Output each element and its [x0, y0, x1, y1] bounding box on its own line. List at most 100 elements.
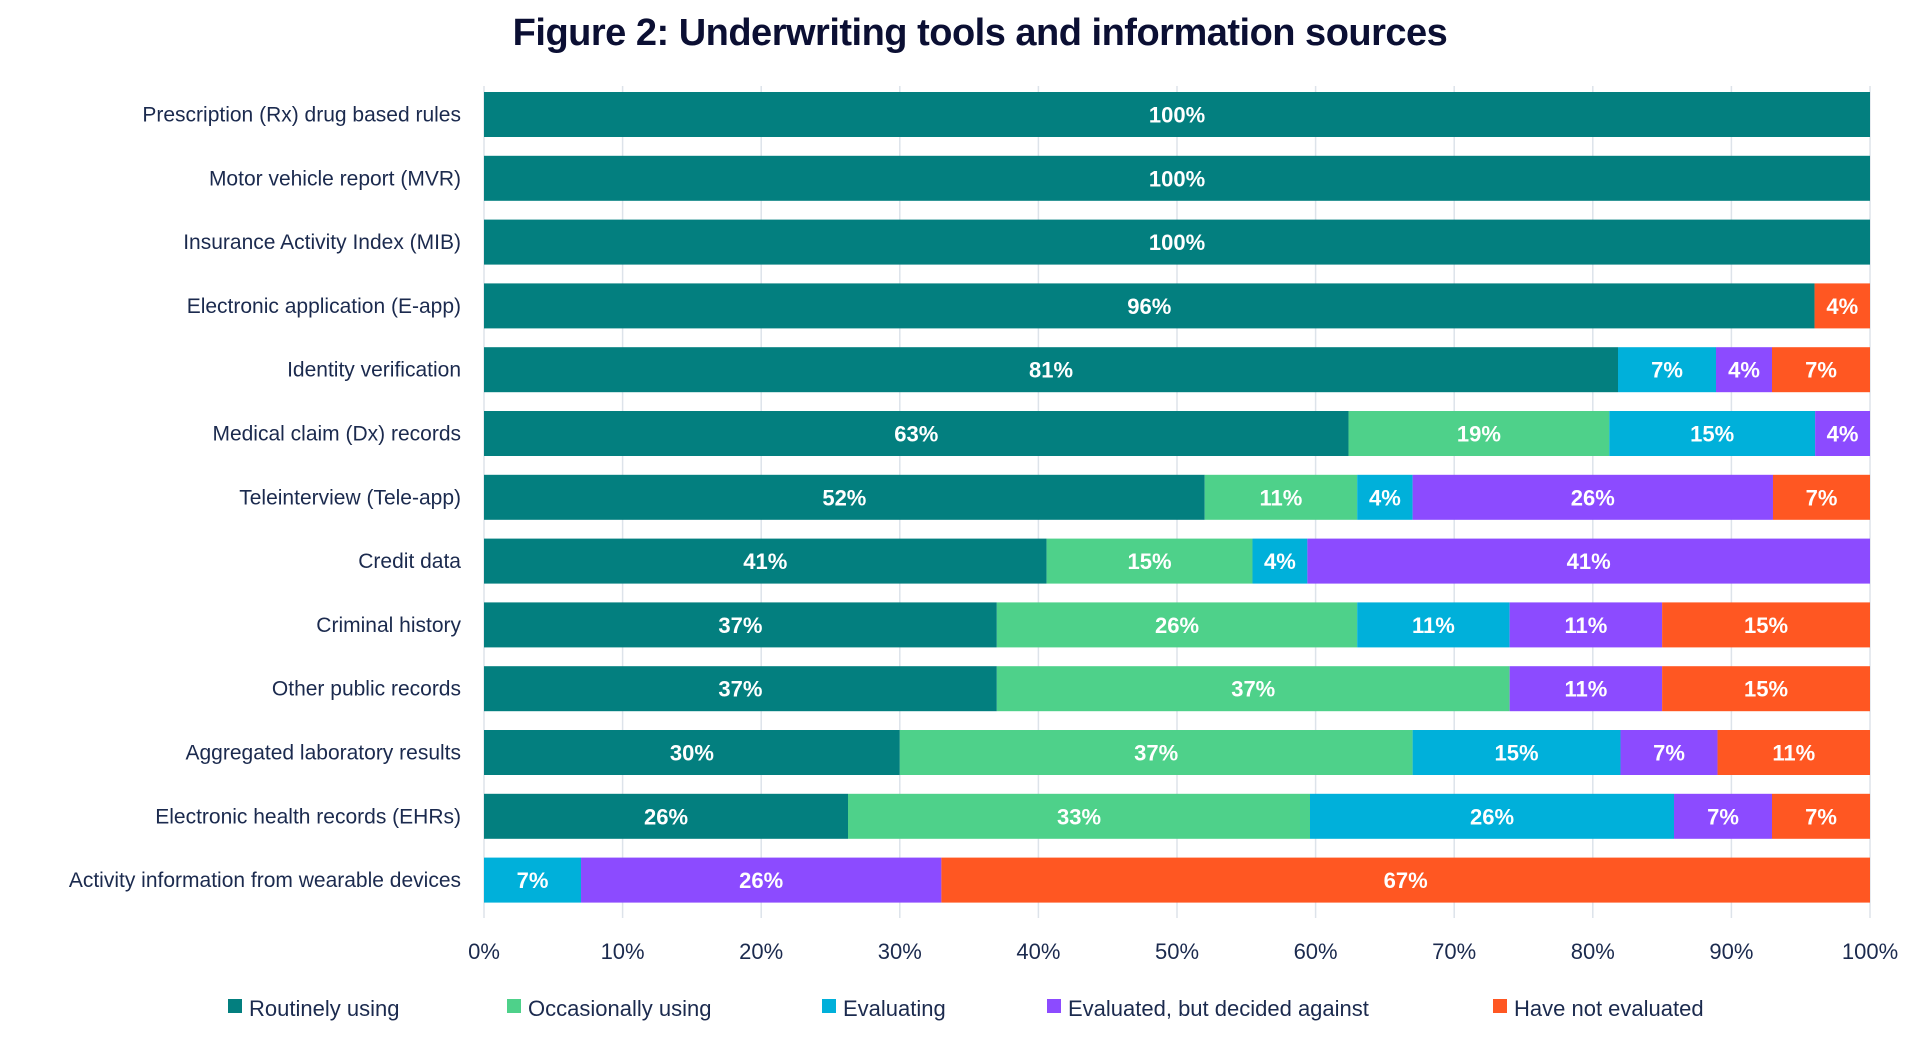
bar-segment: [1252, 538, 1308, 584]
bar-segment: [1307, 538, 1870, 584]
data-label: 7%: [1805, 358, 1837, 383]
data-label: 15%: [1128, 549, 1172, 574]
bar-segment: [1662, 666, 1870, 712]
bar-segment: [1674, 793, 1772, 839]
data-label: 15%: [1744, 677, 1788, 702]
category-label: Other public records: [272, 678, 461, 701]
data-label: 11%: [1260, 485, 1303, 510]
data-label: 37%: [718, 677, 762, 702]
x-tick-label: 90%: [1709, 939, 1753, 964]
data-label: 26%: [1155, 613, 1199, 638]
data-label: 7%: [1707, 804, 1739, 829]
bar-segment: [1662, 602, 1870, 648]
data-label: 11%: [1412, 613, 1455, 638]
x-tick-label: 80%: [1571, 939, 1615, 964]
data-label: 100%: [1149, 230, 1205, 255]
bar-segment: [1310, 793, 1674, 839]
legend-swatch: [1493, 999, 1507, 1013]
x-tick-label: 40%: [1016, 939, 1060, 964]
category-label: Aggregated laboratory results: [186, 742, 462, 765]
data-label: 100%: [1149, 166, 1205, 191]
category-label: Electronic application (E-app): [187, 295, 461, 318]
x-tick-label: 0%: [468, 939, 500, 964]
data-label: 11%: [1564, 677, 1607, 702]
x-tick-label: 20%: [739, 939, 783, 964]
data-label: 15%: [1690, 422, 1734, 447]
bar-segment: [1717, 730, 1870, 775]
legend-swatch: [228, 999, 242, 1013]
bar-segment: [1772, 793, 1870, 839]
bar-segment: [848, 793, 1310, 839]
data-label: 37%: [718, 613, 762, 638]
data-label: 7%: [1651, 358, 1683, 383]
x-tick-label: 100%: [1842, 939, 1898, 964]
bar-segment: [484, 155, 1870, 201]
data-label: 81%: [1029, 358, 1073, 383]
bar-segment: [1772, 347, 1870, 393]
data-label: 52%: [822, 485, 866, 510]
bar-segment: [941, 857, 1870, 903]
data-label: 30%: [670, 741, 714, 766]
legend-label: Occasionally using: [528, 996, 711, 1021]
category-label: Medical claim (Dx) records: [212, 423, 461, 446]
data-label: 26%: [739, 868, 783, 893]
category-label: Motor vehicle report (MVR): [209, 167, 461, 190]
bar-segment: [1772, 474, 1870, 520]
bar-segment: [484, 283, 1815, 329]
bar-segment: [484, 474, 1205, 520]
bar-segment: [1412, 730, 1621, 775]
category-label: Activity information from wearable devic…: [69, 869, 461, 892]
data-label: 7%: [1806, 485, 1838, 510]
x-tick-label: 70%: [1432, 939, 1476, 964]
bar-segment: [1814, 283, 1870, 329]
bar-segment: [996, 666, 1510, 712]
bar-segment: [1509, 602, 1663, 648]
data-label: 7%: [1653, 741, 1685, 766]
bar-segment: [484, 666, 997, 712]
bar-segment: [1609, 411, 1816, 456]
data-label: 67%: [1384, 868, 1428, 893]
x-tick-label: 30%: [878, 939, 922, 964]
data-label: 4%: [1826, 294, 1858, 319]
data-label: 4%: [1728, 358, 1760, 383]
legend-swatch: [507, 999, 521, 1013]
legend-label: Have not evaluated: [1514, 996, 1704, 1021]
category-label: Identity verification: [287, 359, 461, 382]
data-label: 11%: [1564, 613, 1607, 638]
bar-segment: [1046, 538, 1253, 584]
bar-segment: [484, 602, 997, 648]
bar-segment: [484, 411, 1349, 456]
data-label: 63%: [894, 422, 938, 447]
category-label: Teleinterview (Tele-app): [239, 486, 461, 509]
x-tick-label: 60%: [1294, 939, 1338, 964]
category-label: Electronic health records (EHRs): [155, 805, 461, 828]
data-label: 41%: [1567, 549, 1611, 574]
legend-swatch: [1047, 999, 1061, 1013]
bar-segment: [1357, 602, 1510, 648]
chart-title: Figure 2: Underwriting tools and informa…: [512, 12, 1448, 54]
data-label: 37%: [1231, 677, 1275, 702]
data-label: 7%: [1805, 804, 1837, 829]
bar-segment: [1618, 347, 1716, 393]
bar-segment: [484, 538, 1047, 584]
data-label: 4%: [1369, 485, 1401, 510]
data-label: 11%: [1772, 741, 1815, 766]
bar-segment: [1716, 347, 1772, 393]
bar-segment: [1357, 474, 1413, 520]
bar-segment: [996, 602, 1358, 648]
bar-segment: [581, 857, 942, 903]
data-label: 26%: [1571, 485, 1615, 510]
category-label: Credit data: [358, 550, 461, 573]
category-label: Prescription (Rx) drug based rules: [142, 104, 461, 127]
data-label: 41%: [743, 549, 787, 574]
x-tick-label: 50%: [1155, 939, 1199, 964]
bar-segment: [1204, 474, 1358, 520]
data-label: 96%: [1127, 294, 1171, 319]
legend-swatch: [822, 999, 836, 1013]
data-label: 15%: [1495, 741, 1539, 766]
data-label: 7%: [517, 868, 549, 893]
data-label: 4%: [1827, 422, 1859, 447]
data-label: 4%: [1264, 549, 1296, 574]
bar-segment: [1509, 666, 1663, 712]
